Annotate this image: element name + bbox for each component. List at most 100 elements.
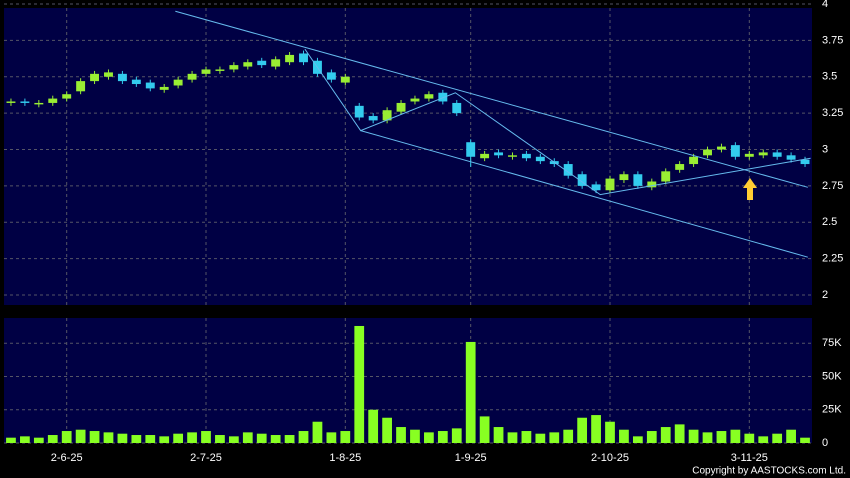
trend-line — [360, 130, 808, 258]
candle-body — [90, 73, 100, 82]
arrow-icon — [743, 178, 757, 200]
y2-tick-label: 50K — [822, 370, 842, 382]
y2-tick-label: 0 — [822, 437, 828, 449]
candle-body — [730, 145, 740, 157]
volume-bar — [354, 325, 365, 443]
candle-body — [271, 59, 281, 67]
volume-bar — [75, 429, 86, 443]
candle-body — [340, 76, 350, 83]
candle-body — [480, 153, 490, 159]
candle-body — [382, 110, 392, 121]
volume-bar — [535, 433, 546, 443]
volume-bar — [688, 429, 699, 443]
candle-body — [424, 94, 434, 99]
volume-bar — [716, 431, 727, 443]
x-tick-label: 1-9-25 — [455, 452, 487, 464]
x-tick-label: 2-6-25 — [51, 452, 83, 464]
candle-body — [716, 146, 726, 150]
volume-bar — [605, 421, 615, 443]
y-tick-label: 2.5 — [822, 216, 837, 228]
volume-bar — [674, 424, 685, 443]
y-tick-label: 4 — [822, 0, 828, 10]
volume-bar — [786, 429, 796, 443]
y2-tick-label: 75K — [822, 337, 842, 349]
candle-body — [577, 174, 587, 186]
candle-body — [772, 152, 782, 157]
volume-bar — [326, 432, 337, 443]
volume-bar — [424, 432, 434, 443]
candle-body — [243, 62, 253, 67]
volume-bar — [507, 432, 518, 443]
candle-body — [800, 159, 810, 165]
trend-line — [175, 10, 808, 188]
volume-bar — [451, 428, 462, 443]
candle-body — [20, 101, 30, 103]
candle-body — [521, 153, 531, 159]
volume-bar — [173, 433, 184, 443]
volume-bar — [591, 415, 601, 443]
candle-body — [62, 94, 72, 99]
trend-line — [304, 48, 811, 196]
volume-bar — [660, 427, 671, 443]
candle-body — [508, 155, 517, 157]
candle-body — [131, 79, 141, 85]
candle-body — [535, 156, 545, 162]
volume-bar — [201, 431, 211, 443]
volume-bar — [800, 437, 810, 443]
volume-bar — [563, 429, 574, 443]
y-tick-label: 2.75 — [822, 180, 843, 192]
volume-bar — [256, 433, 267, 443]
candle-body — [215, 69, 225, 71]
candle-body — [368, 116, 378, 121]
candle-body — [299, 53, 308, 63]
volume-bar — [744, 433, 755, 443]
volume-bar — [312, 421, 323, 443]
volume-bar — [242, 432, 253, 443]
candle-body — [201, 69, 211, 74]
volume-bar — [145, 435, 156, 443]
volume-bar — [61, 431, 72, 443]
candle-body — [786, 155, 796, 160]
candle-body — [104, 72, 113, 77]
volume-bar — [619, 429, 629, 443]
volume-bar — [131, 435, 142, 443]
volume-bar — [117, 433, 128, 443]
y-tick-label: 2 — [822, 289, 828, 301]
volume-bar — [270, 435, 281, 443]
candle-body — [354, 105, 364, 118]
candle-body — [326, 72, 336, 80]
volume-bar — [103, 432, 114, 443]
volume-bar — [6, 437, 16, 443]
x-tick-label: 1-8-25 — [329, 452, 361, 464]
candle-body — [34, 102, 44, 105]
volume-bar — [159, 436, 170, 443]
volume-bar — [284, 435, 295, 443]
y-tick-label: 3.75 — [822, 34, 843, 46]
volume-bar — [702, 432, 713, 443]
y2-tick-label: 25K — [822, 404, 842, 416]
candle-body — [619, 174, 629, 181]
candle-body — [689, 156, 699, 165]
volume-bar — [549, 432, 560, 443]
volume-bar — [632, 436, 643, 443]
y-tick-label: 2.25 — [822, 253, 843, 265]
volume-bar — [465, 341, 476, 443]
volume-bar — [382, 417, 392, 443]
candle-body — [591, 184, 601, 191]
y-tick-label: 3 — [822, 143, 828, 155]
candle-body — [744, 153, 754, 157]
volume-bar — [396, 427, 406, 443]
volume-bar — [410, 429, 420, 443]
candle-body — [187, 73, 197, 80]
volume-bar — [89, 431, 100, 443]
candle-body — [117, 73, 127, 82]
volume-bar — [730, 429, 741, 443]
y-tick-label: 3.5 — [822, 71, 837, 83]
candle-body — [76, 81, 86, 92]
volume-panel — [4, 318, 812, 443]
volume-bar — [20, 436, 30, 443]
volume-bar — [215, 435, 225, 443]
volume-bar — [298, 431, 309, 443]
candle-body — [257, 60, 267, 66]
